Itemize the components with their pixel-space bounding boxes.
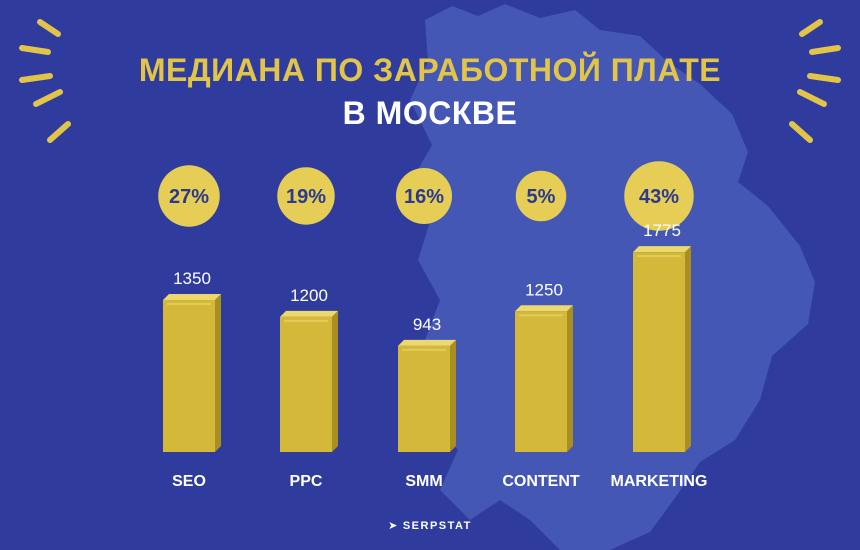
bar-content xyxy=(515,305,573,452)
bar-front xyxy=(633,252,685,452)
left-decorative-rays xyxy=(19,19,71,143)
ray-left-0 xyxy=(37,19,61,37)
percent-label: 16% xyxy=(404,186,444,208)
badge-circle xyxy=(158,165,220,227)
right-decorative-rays xyxy=(789,19,841,143)
value-labels: 1350 1200 943 1250 1775 xyxy=(173,221,681,334)
bar-top xyxy=(515,305,573,312)
percent-badge-marketing: 43% xyxy=(624,161,694,231)
value-label: 1775 xyxy=(643,221,681,240)
bar-highlight xyxy=(519,314,563,317)
bar-ppc xyxy=(280,310,338,452)
chart-title-line1: МЕДИАНА ПО ЗАРАБОТНОЙ ПЛАТЕ xyxy=(138,52,722,88)
percent-label: 27% xyxy=(169,186,209,208)
bar-seo xyxy=(163,294,221,452)
category-label: MARKETING xyxy=(611,473,708,490)
badge-circle xyxy=(396,168,452,224)
percent-badge-seo: 27% xyxy=(158,165,220,227)
bar-side xyxy=(685,246,691,452)
value-label: 1250 xyxy=(525,280,563,299)
bar-highlight xyxy=(167,303,211,305)
category-label: SEO xyxy=(172,473,206,490)
brand-logo-text: SERPSTAT xyxy=(402,520,472,532)
percent-label: 19% xyxy=(286,186,326,208)
serpstat-logo-icon: ➤ xyxy=(388,520,399,532)
bar-top xyxy=(163,294,221,300)
bar-top xyxy=(280,310,338,317)
percent-badge-ppc: 19% xyxy=(277,167,335,225)
bar-front xyxy=(163,300,215,452)
bar-top xyxy=(398,339,456,346)
bar-smm xyxy=(398,339,456,452)
ray-right-4 xyxy=(789,121,813,143)
ray-left-4 xyxy=(47,121,71,143)
bar-highlight xyxy=(402,348,446,351)
value-label: 943 xyxy=(413,315,441,334)
bar-front xyxy=(398,345,450,452)
bar-highlight xyxy=(637,255,681,258)
ray-right-2 xyxy=(807,73,841,83)
bar-side xyxy=(215,294,221,452)
ray-left-3 xyxy=(33,89,63,107)
percent-badge-smm: 16% xyxy=(396,168,452,224)
bar-top xyxy=(633,246,691,253)
badge-circle xyxy=(277,167,335,225)
badge-circle xyxy=(515,170,567,222)
category-labels: SEO PPC SMM CONTENT MARKETING xyxy=(172,473,707,490)
category-label: SMM xyxy=(405,473,442,490)
percent-label: 5% xyxy=(527,186,556,208)
bar-side xyxy=(567,305,573,452)
percentage-badges: 27% 19% 16% 5% 43% xyxy=(158,161,694,231)
bar-front xyxy=(280,316,332,452)
bar-marketing xyxy=(633,246,691,452)
percent-badge-content: 5% xyxy=(515,170,567,222)
bar-side xyxy=(332,310,338,452)
category-label: CONTENT xyxy=(502,473,580,490)
bars xyxy=(163,246,691,452)
ray-left-1 xyxy=(19,45,51,55)
brand-logo: ➤ SERPSTAT xyxy=(0,519,860,532)
percent-label: 43% xyxy=(639,186,679,208)
moscow-map-silhouette xyxy=(410,4,815,550)
bar-front xyxy=(515,311,567,452)
ray-right-1 xyxy=(809,45,841,55)
bar-side xyxy=(450,339,456,452)
chart-title-line2: В МОСКВЕ xyxy=(342,95,518,131)
value-label: 1350 xyxy=(173,269,211,288)
value-label: 1200 xyxy=(290,286,328,305)
ray-right-0 xyxy=(799,19,823,37)
category-label: PPC xyxy=(290,473,323,490)
badge-circle xyxy=(624,161,694,231)
ray-left-2 xyxy=(19,73,53,83)
ray-right-3 xyxy=(797,89,827,107)
bar-highlight xyxy=(284,319,328,322)
